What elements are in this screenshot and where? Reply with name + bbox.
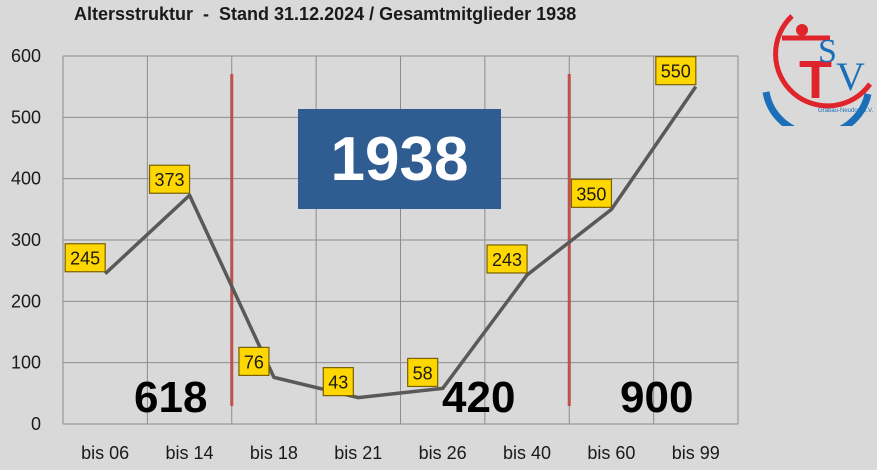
data-label: 245 xyxy=(64,243,106,273)
logo-blue-arc xyxy=(762,91,872,126)
data-label-text: 243 xyxy=(492,250,522,270)
data-label: 373 xyxy=(148,164,191,194)
data-label-text: 245 xyxy=(70,249,100,269)
y-tick-label: 0 xyxy=(31,414,41,434)
x-tick-label: bis 21 xyxy=(334,443,382,463)
data-label-text: 43 xyxy=(328,373,348,393)
y-tick-label: 400 xyxy=(11,169,41,189)
x-tick-label: bis 40 xyxy=(503,443,551,463)
logo-letter-t: T xyxy=(799,50,832,110)
y-tick-label: 500 xyxy=(11,107,41,127)
y-tick-label: 600 xyxy=(11,46,41,66)
logo-figure-head xyxy=(796,24,808,36)
data-label: 243 xyxy=(486,244,528,274)
club-logo: T S V Grabau-Neudorf e.V. xyxy=(762,14,873,126)
data-label: 76 xyxy=(238,346,270,376)
series-line xyxy=(103,85,698,400)
data-label-text: 550 xyxy=(661,62,691,82)
x-tick-label: bis 14 xyxy=(166,443,214,463)
data-label-box xyxy=(148,164,191,194)
data-label-box xyxy=(655,56,697,86)
group-sum-seniors: 900 xyxy=(620,373,694,422)
y-tick-label: 300 xyxy=(11,230,41,250)
x-tick-label: bis 99 xyxy=(672,443,720,463)
y-tick-label: 200 xyxy=(11,291,41,311)
data-label: 43 xyxy=(322,367,354,397)
x-tick-label: bis 18 xyxy=(250,443,298,463)
logo-letter-s: S xyxy=(818,33,837,70)
data-label: 550 xyxy=(655,56,697,86)
group-sum-youth: 618 xyxy=(134,373,208,422)
data-label-box xyxy=(570,178,613,208)
data-label: 58 xyxy=(407,357,439,388)
data-label-text: 373 xyxy=(155,170,185,190)
x-tick-label: bis 06 xyxy=(81,443,129,463)
logo-red-arc xyxy=(773,14,873,109)
data-label-text: 350 xyxy=(576,184,606,204)
x-tick-label: bis 60 xyxy=(587,443,635,463)
logo-club-text: Grabau-Neudorf e.V. xyxy=(818,108,873,114)
data-label-box xyxy=(238,346,270,376)
x-tick-label: bis 26 xyxy=(419,443,467,463)
data-label-box xyxy=(322,367,354,397)
data-label: 350 xyxy=(570,178,613,208)
y-tick-label: 100 xyxy=(11,353,41,373)
logo-letter-v: V xyxy=(836,54,865,99)
data-label-box xyxy=(64,243,106,273)
total-members-box: 1938 xyxy=(298,109,501,209)
group-sum-adults: 420 xyxy=(442,373,516,422)
data-label-box xyxy=(407,357,439,388)
data-label-text: 76 xyxy=(244,352,264,372)
data-label-box xyxy=(486,244,528,274)
data-label-text: 58 xyxy=(413,363,433,383)
chart-title: Altersstruktur - Stand 31.12.2024 / Gesa… xyxy=(74,4,577,24)
